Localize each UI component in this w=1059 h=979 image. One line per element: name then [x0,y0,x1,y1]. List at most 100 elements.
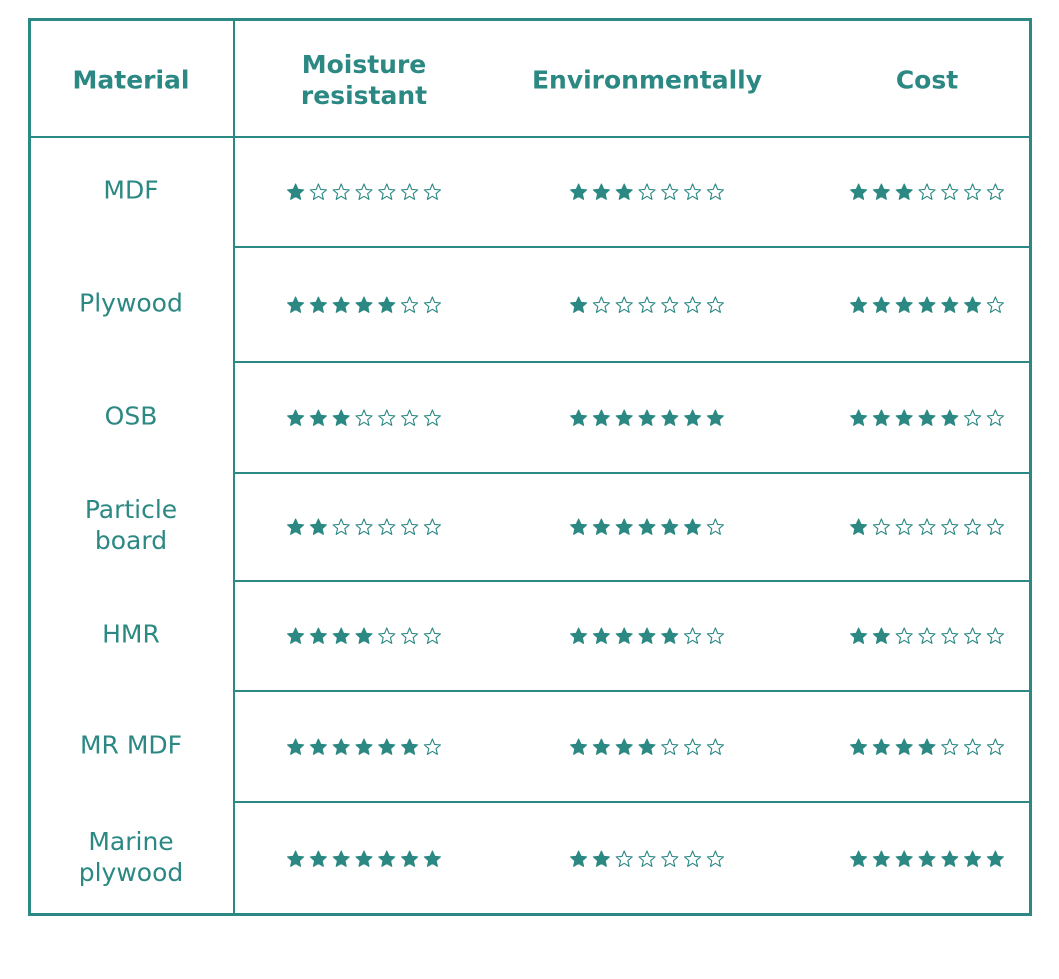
row-divider [234,801,1032,803]
star-empty [986,737,1005,755]
star-empty [423,627,442,644]
star-empty [661,737,679,755]
star-filled [850,518,868,535]
row-divider [234,472,1032,474]
star-filled [872,183,890,200]
star-empty [332,518,350,535]
star-filled [570,409,588,426]
star-empty [963,737,982,755]
row-divider [234,580,1032,582]
star-filled [592,518,610,535]
star-filled [615,409,633,426]
star-empty [706,737,725,755]
star-filled [592,850,610,867]
column-header: Moisture resistant [300,49,428,110]
star-filled [850,409,868,426]
star-filled [309,738,327,755]
star-filled [895,409,913,426]
star-empty [615,295,633,313]
star-filled [986,850,1004,867]
star-filled [872,738,890,755]
column-divider [233,18,235,916]
star-filled [964,850,982,867]
star-empty [683,850,702,867]
star-filled [918,850,936,867]
star-empty [638,183,656,200]
star-filled [638,409,656,426]
star-filled [895,738,913,755]
star-empty [941,627,959,644]
star-empty [378,518,396,535]
column-header: Material [72,65,190,95]
star-rating [287,850,441,867]
star-filled [287,183,305,200]
star-empty [941,737,959,755]
star-filled [570,296,588,313]
star-empty [683,737,702,755]
star-rating [570,295,725,313]
star-filled [918,738,936,755]
star-filled [615,518,633,535]
star-rating [287,737,442,755]
star-rating [850,518,1005,535]
star-empty [355,408,373,426]
star-filled [401,850,419,867]
star-empty [638,850,656,867]
material-name: OSB [104,400,158,430]
star-filled [941,409,959,426]
star-filled [941,850,959,867]
star-filled [895,296,913,313]
star-empty [941,518,959,535]
star-filled [918,409,936,426]
star-filled [615,627,633,644]
star-empty [683,627,702,644]
star-rating [850,737,1005,755]
star-filled [355,627,373,644]
star-empty [918,183,936,200]
star-filled [850,850,868,867]
star-filled [287,738,305,755]
star-filled [570,850,588,867]
star-rating [850,408,1005,426]
star-filled [423,850,441,867]
star-empty [683,183,702,200]
column-header: Environmentally [531,65,763,95]
star-empty [986,183,1005,200]
star-empty [423,737,442,755]
star-empty [963,408,982,426]
star-empty [332,183,350,200]
star-filled [355,296,373,313]
star-filled [309,850,327,867]
star-filled [355,850,373,867]
star-rating [570,850,725,867]
star-empty [309,183,328,200]
star-empty [378,408,396,426]
star-filled [309,518,327,535]
star-filled [872,409,890,426]
table-border [28,18,1032,916]
star-filled [661,409,679,426]
star-empty [615,850,633,867]
material-name: Marine plywood [78,826,184,887]
star-empty [986,518,1005,535]
star-filled [918,296,936,313]
star-empty [941,183,959,200]
star-empty [423,295,442,313]
star-filled [570,738,588,755]
star-filled [850,627,868,644]
star-empty [355,183,373,200]
star-filled [850,296,868,313]
material-name: Particle board [84,494,178,555]
star-filled [287,850,305,867]
row-divider [234,246,1032,248]
star-filled [570,518,588,535]
star-filled [850,183,868,200]
star-rating [287,627,442,644]
star-empty [423,408,442,426]
star-empty [706,295,725,313]
star-filled [684,409,702,426]
star-empty [661,295,679,313]
star-rating [850,850,1004,867]
star-empty [986,627,1005,644]
star-empty [423,183,442,200]
